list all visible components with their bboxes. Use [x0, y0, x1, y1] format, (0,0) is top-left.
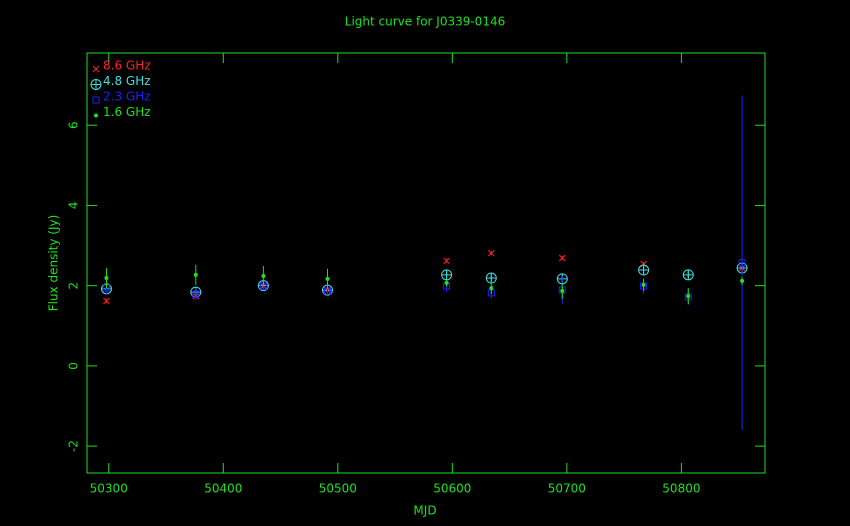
marker: [261, 274, 266, 279]
x-tick-label: 50500: [319, 482, 357, 496]
marker: [103, 297, 110, 305]
marker-part: [443, 257, 450, 265]
marker-part: [487, 249, 495, 257]
marker-part: [641, 282, 646, 287]
marker: [94, 113, 98, 118]
marker-part: [94, 113, 98, 118]
marker: [489, 286, 494, 291]
x-tick-label: 50300: [90, 482, 128, 496]
plot-frame: [86, 52, 766, 474]
x-tick-label: 50600: [433, 482, 471, 496]
marker-part: [444, 280, 449, 285]
marker-part: [560, 288, 565, 293]
y-tick-label: 2: [67, 282, 81, 290]
legend-label: 2.3 GHz: [103, 90, 151, 104]
y-tick-label: 6: [67, 121, 81, 129]
marker: [485, 272, 497, 284]
marker: [682, 269, 694, 281]
marker: [441, 269, 453, 281]
marker: [638, 264, 650, 276]
marker-part: [92, 96, 100, 104]
marker-part: [489, 286, 494, 291]
marker: [92, 65, 100, 73]
marker: [444, 280, 449, 285]
marker-part: [683, 269, 694, 280]
x-tick-label: 50400: [204, 482, 242, 496]
marker-part: [91, 79, 101, 90]
y-tick-label: 4: [67, 202, 81, 210]
marker-part: [104, 276, 109, 281]
x-tick-label: 50800: [662, 482, 700, 496]
marker: [738, 259, 746, 267]
marker-part: [740, 278, 745, 283]
chart-title: Light curve for J0339-0146: [345, 15, 505, 29]
marker-part: [486, 273, 497, 284]
marker: [487, 249, 495, 257]
marker-part: [738, 259, 746, 267]
marker-part: [92, 65, 100, 73]
marker: [443, 257, 450, 265]
marker-part: [192, 290, 200, 298]
marker: [90, 79, 102, 90]
marker-part: [558, 254, 566, 262]
marker: [558, 254, 566, 262]
marker: [92, 96, 100, 104]
x-axis-label: MJD: [413, 504, 436, 518]
marker: [104, 276, 109, 281]
marker: [192, 290, 200, 298]
marker-part: [261, 274, 266, 279]
legend-label: 8.6 GHz: [103, 59, 151, 73]
marker-part: [325, 276, 330, 281]
marker: [740, 278, 745, 283]
marker: [686, 294, 691, 299]
marker: [640, 260, 647, 268]
y-axis-label: Flux density (Jy): [47, 215, 61, 312]
legend-label: 4.8 GHz: [103, 74, 151, 88]
marker-part: [193, 272, 198, 277]
marker: [193, 272, 198, 277]
marker: [325, 276, 330, 281]
marker-part: [441, 269, 452, 280]
marker: [560, 288, 565, 293]
y-tick-label: 0: [67, 362, 81, 370]
marker-part: [638, 265, 649, 276]
marker-part: [686, 294, 691, 299]
marker-part: [640, 260, 647, 268]
x-tick-label: 50700: [548, 482, 586, 496]
marker: [641, 282, 646, 287]
y-tick-label: -2: [67, 440, 81, 452]
legend-label: 1.6 GHz: [103, 105, 151, 119]
marker-part: [103, 297, 110, 305]
